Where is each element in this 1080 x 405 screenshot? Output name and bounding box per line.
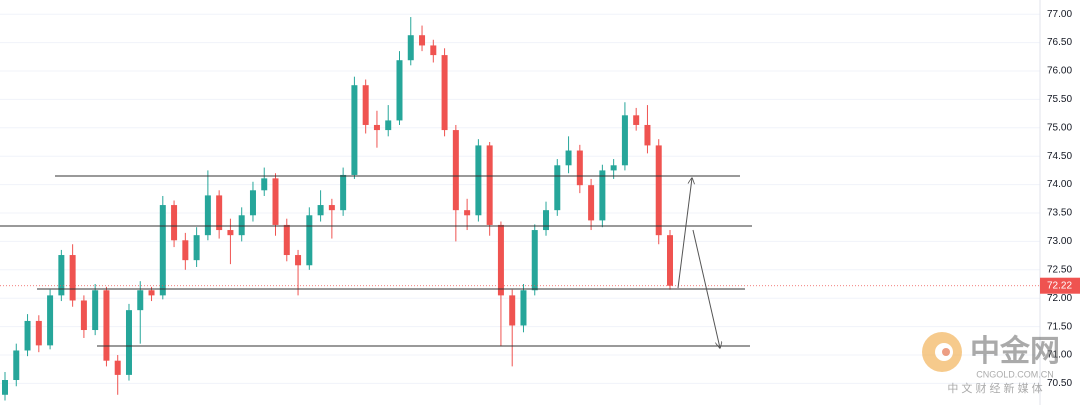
candle-body [531,230,538,291]
candle-body [351,85,358,175]
candle-body [216,195,223,231]
y-tick-label: 72.50 [1047,264,1072,275]
y-tick-label: 73.00 [1047,236,1072,247]
candle-body [249,190,256,216]
candle-body [114,360,121,375]
y-tick-label: 71.00 [1047,350,1072,361]
candle-body [565,150,572,166]
watermark-slogan: 中 文 财 经 新 媒 体 [947,381,1042,395]
candle-body [509,295,516,326]
y-tick-label: 74.50 [1047,151,1072,162]
y-tick-label: 73.50 [1047,208,1072,219]
candle-body [655,145,662,236]
arrow-up [677,178,692,289]
y-tick-label: 76.50 [1047,37,1072,48]
candle-body [610,165,617,171]
y-tick-label: 70.50 [1047,378,1072,389]
candle-body [441,55,448,131]
y-tick-label: 76.00 [1047,66,1072,77]
watermark: 中金网 CNGOLD.COM.CN 中 文 财 经 新 媒 体 [922,332,1060,395]
candle-body [340,174,347,211]
candle-body [385,120,392,131]
candle-body [92,290,99,331]
y-tick-label: 75.50 [1047,94,1072,105]
candle-body [576,150,583,186]
candle-body [464,210,471,216]
y-tick-label: 71.50 [1047,321,1072,332]
candle-body [475,145,482,216]
candle-body [621,115,628,166]
candle-body [47,295,54,346]
candle-body [588,185,595,221]
candle-body [35,320,42,346]
y-tick-label: 72.00 [1047,293,1072,304]
candle-body [182,240,189,261]
price-axis: 70.50 71.00 71.50 72.00 72.50 73.00 73.50 74.00… [1040,9,1080,389]
candle-body [295,255,302,266]
candle-body [227,230,234,236]
candle-body [58,255,65,296]
grid [0,13,1040,384]
candle-body [373,124,380,131]
watermark-brand: 中金网 [970,334,1060,368]
y-tick-label: 77.00 [1047,9,1072,20]
candle-body [159,205,166,296]
candle-body [430,45,437,56]
candle-body [283,224,290,256]
candle-body [452,130,459,211]
candle-body [644,124,651,146]
candles [0,17,1040,401]
watermark-domain: CNGOLD.COM.CN [976,369,1054,379]
candle-body [103,290,110,361]
candle-body [419,35,426,46]
candle-body [407,35,414,61]
candle-body [497,224,504,296]
candle-body [328,205,335,211]
candle-body [667,235,673,286]
candle-body [193,235,200,261]
candle-body [543,210,550,231]
candle-body [148,290,155,296]
candle-body [2,380,8,395]
candle-body [306,215,313,266]
candle-body [261,178,268,191]
logo-dot [942,348,950,356]
arrow-down [692,229,720,348]
candle-body [13,350,20,381]
candle-body [80,300,87,331]
candle-body [554,165,561,211]
candle-body [69,255,76,301]
candle-body [599,170,606,221]
candle-body [520,290,527,326]
y-tick-label: 74.00 [1047,179,1072,190]
candle-body [24,320,31,351]
last-price-box [1040,277,1080,294]
last-price-label: 72.22 [1047,280,1072,291]
candle-body [486,145,493,225]
y-tick-label: 75.00 [1047,122,1072,133]
candle-body [317,205,324,216]
candle-body [633,115,640,125]
annotations [0,175,752,348]
candle-body [362,85,369,125]
candle-body [125,310,132,375]
candle-body [272,178,279,225]
candle-body [238,215,245,236]
candle-body [137,290,144,311]
candle-body [204,195,211,236]
candle-body [396,60,403,121]
candle-body [171,205,178,241]
